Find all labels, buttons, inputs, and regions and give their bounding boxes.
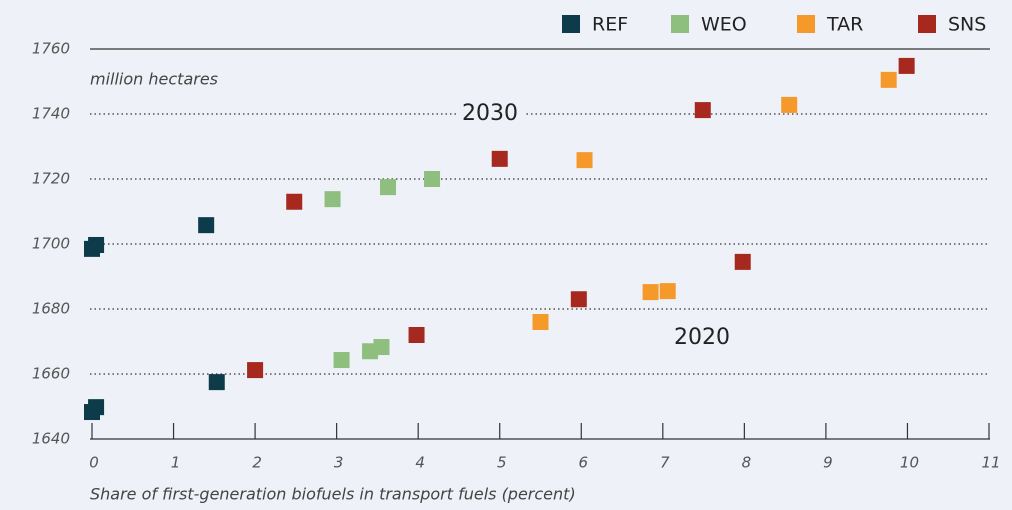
legend-swatch — [562, 15, 580, 33]
point — [408, 327, 425, 343]
y-tick-label: 1680 — [32, 300, 70, 318]
legend-label: WEO — [701, 14, 747, 36]
point — [198, 217, 215, 234]
point — [491, 150, 508, 167]
point — [532, 314, 549, 330]
point — [88, 236, 105, 253]
point — [373, 339, 390, 356]
point — [380, 179, 397, 196]
legend-label: TAR — [826, 14, 863, 36]
point — [247, 362, 264, 379]
legend-label: SNS — [948, 14, 986, 36]
point — [333, 352, 350, 369]
x-tick-label: 2 — [252, 454, 262, 472]
x-tick-label: 6 — [578, 454, 588, 472]
x-tick-label: 1 — [171, 454, 181, 472]
x-tick-label: 4 — [415, 454, 425, 472]
y-tick-label: 1640 — [32, 430, 70, 448]
point — [694, 102, 711, 119]
legend-swatch — [671, 15, 689, 33]
x-tick-label: 3 — [334, 454, 344, 472]
legend-swatch — [918, 15, 936, 33]
y-tick-label: 1740 — [32, 105, 70, 123]
annotation: 2020 — [674, 325, 730, 350]
point — [898, 57, 915, 74]
x-tick-label: 10 — [900, 454, 919, 472]
point — [286, 193, 303, 210]
x-tick-label: 9 — [823, 454, 833, 472]
point — [576, 152, 593, 169]
annotation-bg — [456, 100, 526, 128]
point — [88, 399, 105, 416]
y-tick-label: 1700 — [32, 235, 70, 253]
point — [208, 374, 225, 391]
point — [734, 253, 751, 270]
x-tick-label: 8 — [742, 454, 752, 472]
point — [642, 284, 659, 301]
annotation: 2030 — [462, 101, 518, 126]
x-axis-label: Share of first-generation biofuels in tr… — [90, 485, 576, 504]
point — [880, 71, 897, 88]
y-axis-label: million hectares — [90, 70, 218, 89]
point — [781, 96, 798, 113]
point — [570, 291, 587, 308]
legend-label: REF — [592, 14, 628, 36]
x-tick-label: 0 — [89, 454, 99, 472]
point — [424, 171, 441, 187]
y-tick-label: 1660 — [32, 365, 70, 383]
x-tick-label: 7 — [660, 454, 670, 472]
x-tick-label: 11 — [981, 454, 1000, 472]
point — [324, 191, 341, 208]
y-tick-label: 1720 — [32, 170, 70, 188]
point — [659, 283, 676, 300]
y-tick-label: 1760 — [32, 40, 70, 58]
legend-swatch — [797, 15, 815, 33]
x-tick-label: 5 — [497, 454, 507, 472]
